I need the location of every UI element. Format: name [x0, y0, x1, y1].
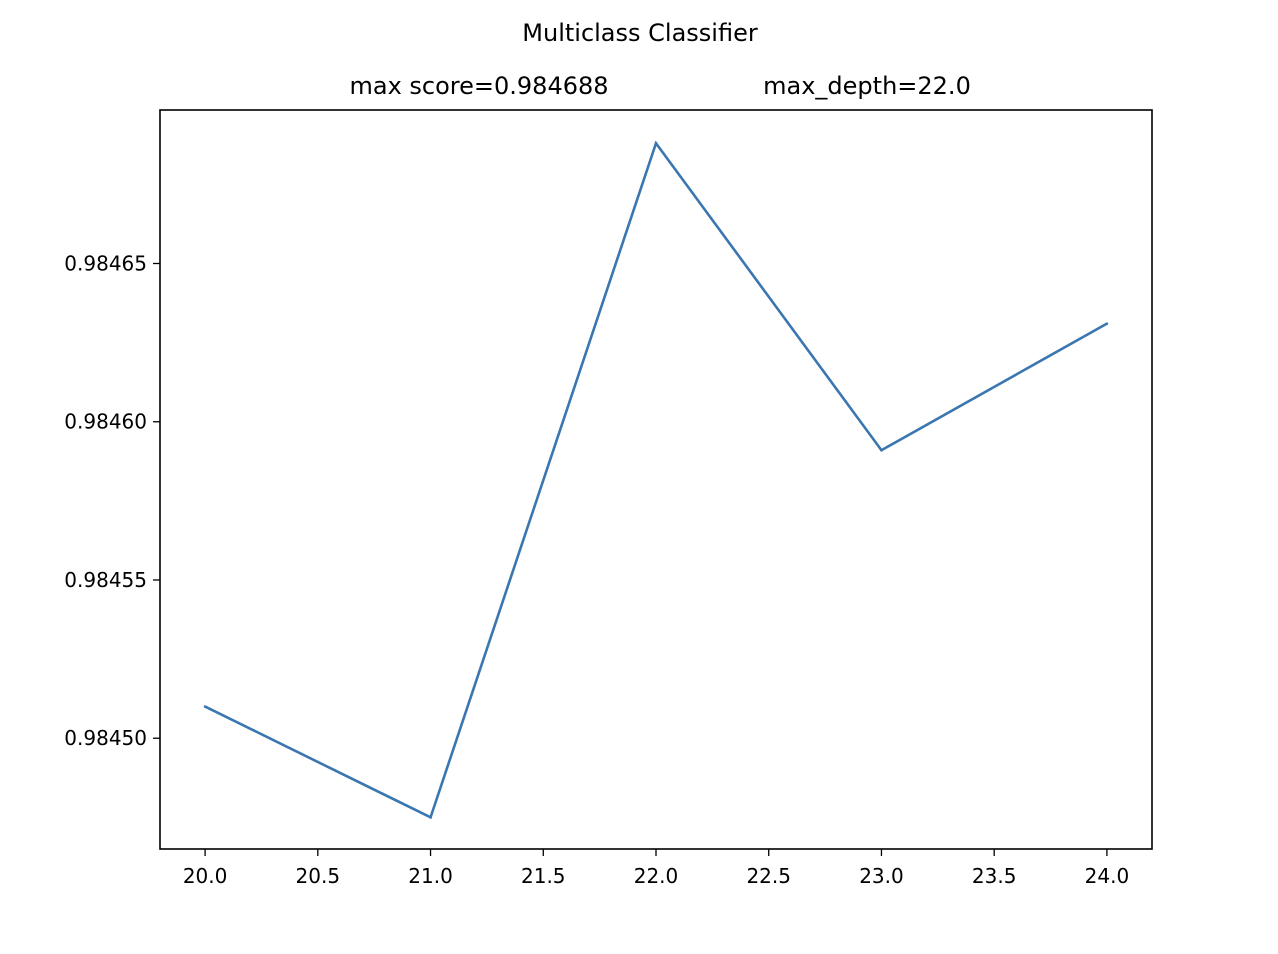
chart-title: Multiclass Classifier: [522, 19, 758, 47]
y-tick-label: 0.98460: [64, 410, 147, 434]
plot-area-frame: [159, 109, 1153, 850]
y-tick-label: 0.98455: [64, 568, 147, 592]
x-tick-label: 23.0: [859, 864, 904, 888]
data-point: [654, 141, 658, 145]
y-tick-label: 0.98465: [64, 251, 147, 275]
chart-subtitle-max-score: max score=0.984688: [349, 72, 608, 100]
x-tick-label: 23.5: [972, 864, 1017, 888]
series-line-0: [204, 140, 1108, 820]
x-tick-label: 21.5: [521, 864, 566, 888]
y-axis: 0.98450 0.98455 0.98460 0.98465: [64, 251, 160, 750]
x-tick-label: 20.0: [183, 864, 228, 888]
data-point: [1105, 322, 1109, 325]
plot-series-layer: [203, 140, 1109, 820]
data-point: [203, 705, 207, 708]
x-tick-label: 21.0: [408, 864, 453, 888]
x-tick-label: 20.5: [296, 864, 341, 888]
x-tick-label: 22.5: [746, 864, 791, 888]
x-axis: 20.0 20.5 21.0 21.5 22.0 22.5 23.0 23.5 24.0: [183, 849, 1129, 888]
data-point: [429, 816, 432, 819]
chart-subtitle-max-depth: max_depth=22.0: [763, 72, 971, 100]
x-tick-label: 22.0: [634, 864, 679, 888]
data-point: [880, 448, 883, 452]
y-tick-label: 0.98450: [64, 726, 147, 750]
x-tick-label: 24.0: [1085, 864, 1130, 888]
